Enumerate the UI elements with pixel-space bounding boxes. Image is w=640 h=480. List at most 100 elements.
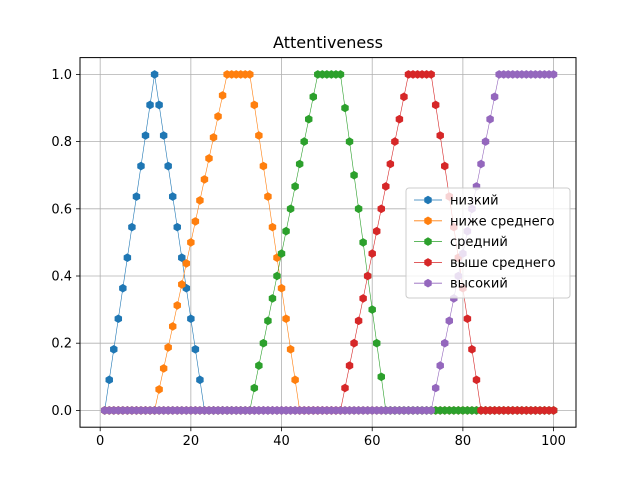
- data-point: [114, 314, 123, 324]
- data-point: [268, 294, 277, 303]
- data-point: [368, 249, 376, 258]
- data-point: [155, 385, 163, 394]
- data-point: [350, 170, 358, 180]
- y-tick-label: 0.0: [51, 404, 72, 419]
- data-point: [200, 175, 209, 184]
- data-point: [178, 280, 186, 289]
- data-point: [363, 271, 372, 281]
- x-tick-label: 20: [183, 434, 200, 449]
- data-point: [436, 361, 444, 370]
- data-point: [391, 137, 399, 146]
- legend-item: выше среднего: [414, 256, 556, 271]
- data-point: [463, 314, 472, 324]
- data-point: [146, 100, 154, 110]
- data-point: [150, 70, 159, 79]
- legend-marker: [424, 216, 432, 226]
- data-point: [273, 271, 281, 281]
- data-point: [209, 133, 218, 142]
- legend-item: средний: [414, 235, 508, 250]
- data-point: [105, 375, 113, 385]
- legend-label: низкий: [450, 194, 499, 209]
- data-point: [341, 383, 349, 393]
- y-tick-label: 1.0: [51, 68, 72, 83]
- legend-label: выше среднего: [450, 256, 556, 271]
- data-point: [173, 222, 181, 232]
- data-point: [268, 222, 277, 232]
- data-point: [264, 192, 272, 201]
- data-point: [191, 345, 200, 354]
- data-point: [205, 154, 213, 163]
- data-point: [214, 112, 222, 121]
- data-point: [395, 114, 404, 124]
- data-point: [196, 375, 204, 385]
- x-tick-label: 0: [96, 434, 104, 449]
- legend-marker: [424, 237, 432, 246]
- legend-item: низкий: [414, 194, 499, 209]
- chart-title: Attentiveness: [273, 33, 383, 52]
- data-point: [441, 161, 449, 171]
- data-point: [168, 192, 177, 201]
- data-point: [218, 91, 227, 100]
- legend: низкий ниже среднего средний выше среднего в…: [405, 187, 571, 299]
- data-point: [386, 159, 395, 169]
- data-point: [468, 345, 476, 354]
- data-point: [137, 161, 145, 171]
- data-point: [291, 375, 299, 385]
- data-point: [164, 343, 172, 352]
- data-point: [490, 92, 499, 102]
- data-point: [336, 70, 345, 79]
- plot-series: [100, 70, 558, 415]
- data-point: [164, 161, 172, 171]
- data-point: [255, 361, 263, 370]
- data-point: [481, 137, 490, 146]
- data-point: [359, 294, 367, 303]
- data-point: [282, 226, 290, 236]
- data-point: [295, 159, 304, 169]
- data-point: [373, 338, 381, 348]
- data-point: [354, 316, 363, 326]
- data-point: [431, 100, 440, 110]
- data-point: [300, 137, 308, 146]
- data-point: [277, 249, 286, 258]
- data-point: [259, 161, 268, 171]
- data-point: [472, 375, 481, 385]
- legend-marker: [424, 258, 432, 267]
- x-tick-label: 80: [455, 434, 472, 449]
- data-point: [436, 131, 444, 140]
- data-point: [354, 204, 363, 214]
- y-tick-label: 0.2: [51, 337, 72, 352]
- x-tick-label: 40: [273, 434, 290, 449]
- data-point: [359, 238, 367, 247]
- data-point: [427, 70, 435, 79]
- legend-label: высокий: [450, 277, 508, 292]
- data-point: [187, 238, 195, 247]
- data-point: [141, 131, 150, 140]
- plot-frame: [79, 57, 577, 428]
- data-point: [377, 204, 385, 214]
- data-point: [445, 316, 453, 326]
- legend-item: ниже среднего: [414, 214, 555, 229]
- data-point: [400, 92, 408, 102]
- data-point: [427, 406, 435, 415]
- x-tick-label: 60: [364, 434, 381, 449]
- axis-ticks: 0 20 40 60 80 100 0.0 0.2 0.4 0.6 0.8 1.0: [51, 68, 566, 449]
- data-point: [178, 253, 186, 262]
- data-point: [286, 204, 295, 214]
- data-point: [159, 131, 168, 140]
- y-tick-label: 0.6: [51, 202, 72, 217]
- data-point: [441, 338, 449, 348]
- data-point: [168, 322, 177, 331]
- data-point: [286, 345, 295, 354]
- data-point: [345, 361, 354, 370]
- data-point: [277, 283, 286, 293]
- data-point: [477, 159, 485, 169]
- data-point: [549, 406, 558, 415]
- data-point: [350, 338, 358, 348]
- data-point: [431, 383, 440, 393]
- legend-label: ниже среднего: [450, 214, 555, 229]
- data-point: [368, 305, 376, 314]
- data-point: [250, 100, 259, 110]
- data-point: [132, 192, 141, 201]
- data-point: [119, 283, 127, 293]
